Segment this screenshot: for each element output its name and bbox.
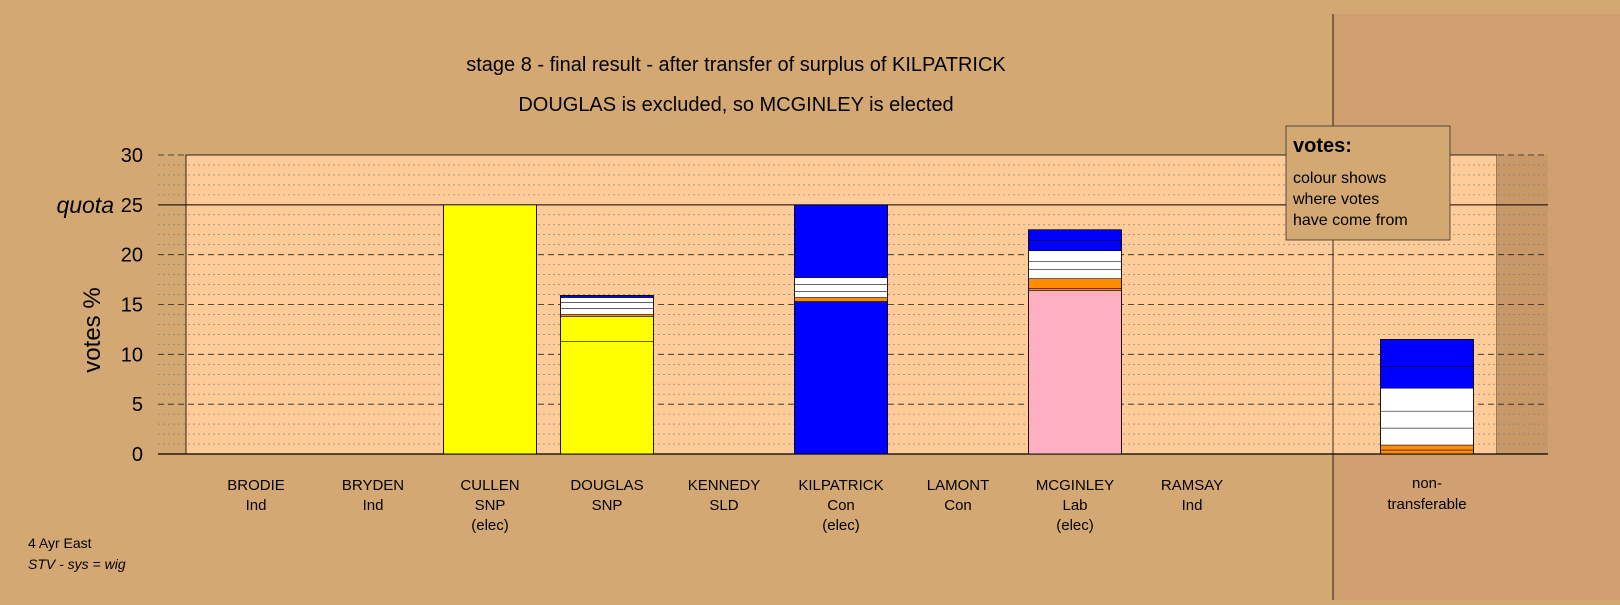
y-tick-label: 5 — [132, 394, 143, 416]
bar-mcginley — [1028, 229, 1122, 455]
x-label-douglas: SNP — [592, 497, 623, 514]
x-label-bryden: BRYDEN — [342, 477, 404, 494]
bar-segment — [794, 297, 888, 302]
bar-segment — [1028, 288, 1122, 291]
x-label-kilpatrick: Con — [827, 497, 855, 514]
bar-outline — [794, 204, 888, 455]
legend-box: votes: colour shows where votes have com… — [1285, 125, 1451, 241]
x-label-mcginley: Lab — [1062, 497, 1087, 514]
bar-segment — [1028, 250, 1122, 262]
bar-segment — [1028, 290, 1122, 455]
legend-line-2: where votes — [1292, 191, 1379, 208]
quota-label: quota — [56, 192, 114, 218]
x-label-brodie: BRODIE — [227, 477, 285, 494]
bar-segment — [1380, 366, 1474, 389]
x-label-lamont: LAMONT — [927, 477, 990, 494]
x-label-kennedy: SLD — [709, 497, 738, 514]
bar-segment — [794, 301, 888, 455]
y-tick-label: 10 — [121, 344, 143, 366]
bar-segment — [1380, 449, 1474, 455]
y-tick-label: 30 — [121, 145, 143, 167]
bar-segment — [560, 341, 654, 455]
x-label-ramsay: RAMSAY — [1161, 477, 1223, 494]
legend-line-1: colour shows — [1293, 170, 1386, 187]
bar-outline — [1028, 229, 1122, 455]
bar-segment — [1380, 410, 1474, 429]
bar-segment — [560, 297, 654, 303]
x-label-cullen: SNP — [475, 497, 506, 514]
bar-segment — [560, 302, 654, 309]
x-label-kilpatrick: (elec) — [822, 517, 860, 534]
bar-segment — [560, 308, 654, 315]
footer-ward: 4 Ayr East — [28, 535, 92, 551]
bar-cullen — [443, 204, 537, 455]
legend-title: votes: — [1293, 135, 1352, 157]
y-tick-label: 25 — [121, 195, 143, 217]
bar-segment — [794, 284, 888, 292]
bar-segment — [443, 204, 537, 455]
y-tick-label: 15 — [121, 295, 143, 317]
x-label-cullen: CULLEN — [460, 477, 519, 494]
legend-line-3: have come from — [1293, 212, 1408, 229]
bar-segment — [1028, 229, 1122, 241]
x-label-mcginley: (elec) — [1056, 517, 1094, 534]
bar-segment — [794, 291, 888, 298]
bar-segment — [1028, 278, 1122, 289]
bar-kilpatrick — [794, 204, 888, 455]
x-label-kennedy: KENNEDY — [688, 477, 761, 494]
x-label-non-transferable: non- — [1412, 475, 1442, 492]
chart-subtitle: DOUGLAS is excluded, so MCGINLEY is elec… — [518, 94, 953, 116]
bar-segment — [794, 277, 888, 285]
x-axis-labels: BRODIE Ind BRYDEN Ind CULLEN SNP (elec) DOUGLAS… — [227, 475, 1466, 534]
bar-douglas — [560, 295, 654, 455]
bar-segment — [1028, 269, 1122, 279]
bar-non-transferable — [1380, 338, 1474, 455]
bar-outline — [1380, 338, 1474, 455]
x-label-bryden: Ind — [363, 497, 384, 514]
bar-outline — [560, 295, 654, 455]
x-label-non-transferable: transferable — [1387, 496, 1466, 513]
x-label-brodie: Ind — [246, 497, 267, 514]
chart-title: stage 8 - final result - after transfer … — [466, 54, 1006, 76]
bar-segment — [794, 204, 888, 278]
bar-segment — [1380, 339, 1474, 367]
y-tick-label: 20 — [121, 245, 143, 267]
x-label-kilpatrick: KILPATRICK — [798, 477, 883, 494]
footer-system: STV - sys = wig — [28, 556, 126, 572]
legend-frame — [1285, 125, 1451, 241]
bar-segment — [1028, 261, 1122, 270]
x-label-cullen: (elec) — [471, 517, 509, 534]
x-label-lamont: Con — [944, 497, 972, 514]
x-label-ramsay: Ind — [1182, 497, 1203, 514]
bar-segment — [560, 314, 654, 317]
y-axis: 0 5 10 15 20 25 30 quota — [56, 145, 143, 466]
x-label-douglas: DOUGLAS — [570, 477, 643, 494]
bar-segment — [1380, 427, 1474, 446]
y-axis-label: votes % — [79, 287, 106, 372]
bar-segment — [1380, 387, 1474, 412]
bars — [443, 204, 1474, 455]
bar-segment — [560, 316, 654, 342]
bar-segment — [1380, 444, 1474, 451]
y-tick-label: 0 — [132, 444, 143, 466]
bar-segment — [1028, 240, 1122, 251]
bar-outline — [443, 204, 537, 455]
x-label-mcginley: MCGINLEY — [1036, 477, 1114, 494]
